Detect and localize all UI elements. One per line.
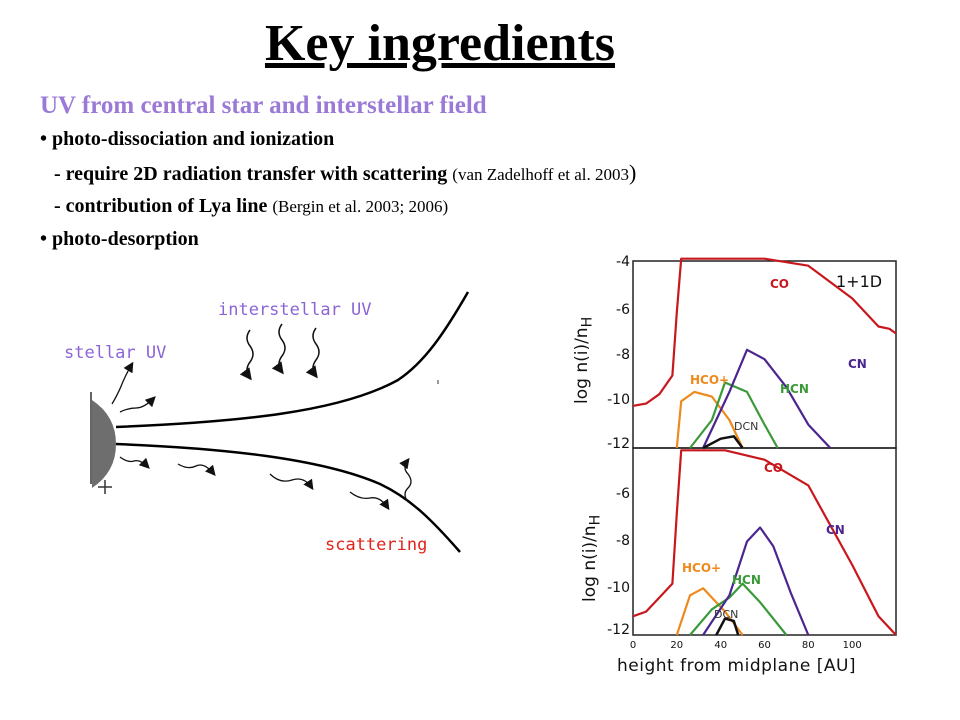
reference-text: (Bergin et al. 2003; 2006) [272, 197, 449, 216]
bullet-radiation-transfer: - require 2D radiation transfer with sca… [54, 160, 636, 186]
series-hcoplus-line [675, 587, 744, 636]
y-tick-bottom: -12 [607, 622, 630, 638]
bullet-text: - require 2D radiation transfer with sca… [54, 163, 448, 185]
stellar-uv-label: stellar UV [64, 343, 167, 363]
reference-paren: ) [629, 160, 637, 185]
species-label-cn: CN [826, 523, 845, 537]
stellar-uv-arrow [111, 361, 134, 405]
x-tick-label: 60 [758, 640, 771, 651]
y-tick-top: -4 [616, 254, 630, 270]
species-label-hcoplus: HCO+ [682, 561, 721, 575]
scattering-label: scattering [325, 535, 428, 555]
y-tick-top: -10 [607, 392, 630, 408]
disk-lower-surface [115, 442, 461, 553]
bullet-text: • photo-dissociation and ionization [40, 128, 335, 150]
stellar-uv-arrow [119, 396, 156, 413]
series-cn-line [702, 348, 832, 449]
scattering-arrow [399, 457, 412, 503]
series-co-line [632, 449, 897, 636]
x-tick-label: 80 [802, 640, 815, 651]
series-hcn-line [689, 582, 788, 636]
series-dcn-line [702, 435, 744, 450]
interstellar-uv-arrow [239, 329, 254, 381]
species-label-dcn: DCN [734, 420, 758, 433]
x-axis-label: height from midplane [AU] [617, 656, 857, 676]
page-title: Key ingredients [264, 15, 616, 72]
bullet-text: - contribution of Lya line [54, 195, 268, 217]
reference-text: (van Zadelhoff et al. 2003 [452, 165, 629, 184]
stellar-uv-arrow [349, 491, 390, 511]
bullet-lya-line: - contribution of Lya line (Bergin et al… [54, 195, 448, 218]
species-label-hcn: HCN [732, 573, 761, 587]
x-tick-label: 0 [630, 640, 636, 651]
y-axis-label-text: log n(i)/n [572, 327, 592, 404]
y-tick-top: -12 [607, 436, 630, 452]
bottom-panel-frame [632, 447, 897, 636]
top-panel-frame [632, 260, 897, 449]
y-tick-bottom: -6 [616, 486, 630, 502]
section-subtitle: UV from central star and interstellar fi… [40, 92, 487, 119]
species-label-dcn: DCN [714, 608, 738, 621]
disk-upper-surface [115, 291, 470, 429]
y-tick-top: -8 [616, 347, 630, 363]
abundance-chart: CO CN HCO+ HCN DCN CO CN HCO+ HCN DCN 0 20 40 60 80 10… [630, 257, 897, 651]
y-axis-label-subscript: H [579, 316, 596, 328]
series-co-line [632, 257, 897, 407]
species-label-co: CO [764, 461, 783, 475]
series-cn-line [702, 526, 810, 636]
series-hcn-line [689, 381, 779, 449]
bullet-photodesorption: • photo-desorption [40, 228, 199, 251]
panel-label: 1+1D [836, 272, 883, 291]
interstellar-uv-label: interstellar UV [218, 300, 372, 320]
species-label-co: CO [770, 277, 789, 291]
stellar-uv-arrow [177, 463, 216, 476]
stellar-uv-arrow [269, 473, 314, 491]
bullet-photodissociation: • photo-dissociation and ionization [40, 128, 334, 151]
y-tick-bottom: -8 [616, 533, 630, 549]
central-star [92, 400, 116, 488]
species-label-cn: CN [848, 357, 867, 371]
bullet-text: • photo-desorption [40, 228, 199, 250]
species-label-hcn: HCN [780, 382, 809, 396]
interstellar-uv-arrow [305, 327, 320, 379]
species-label-hcoplus: HCO+ [690, 373, 729, 387]
x-tick-label: 40 [714, 640, 727, 651]
disk-cartoon [90, 291, 470, 553]
x-tick-label: 100 [843, 640, 862, 651]
x-tick-label: 20 [670, 640, 683, 651]
y-axis-label-subscript: H [587, 514, 604, 526]
series-dcn-line [715, 617, 740, 636]
y-tick-bottom: -10 [607, 580, 630, 596]
series-hcoplus-line [675, 390, 744, 449]
stellar-uv-arrow [119, 456, 150, 469]
interstellar-uv-arrow [271, 323, 286, 375]
y-tick-top: -6 [616, 302, 630, 318]
